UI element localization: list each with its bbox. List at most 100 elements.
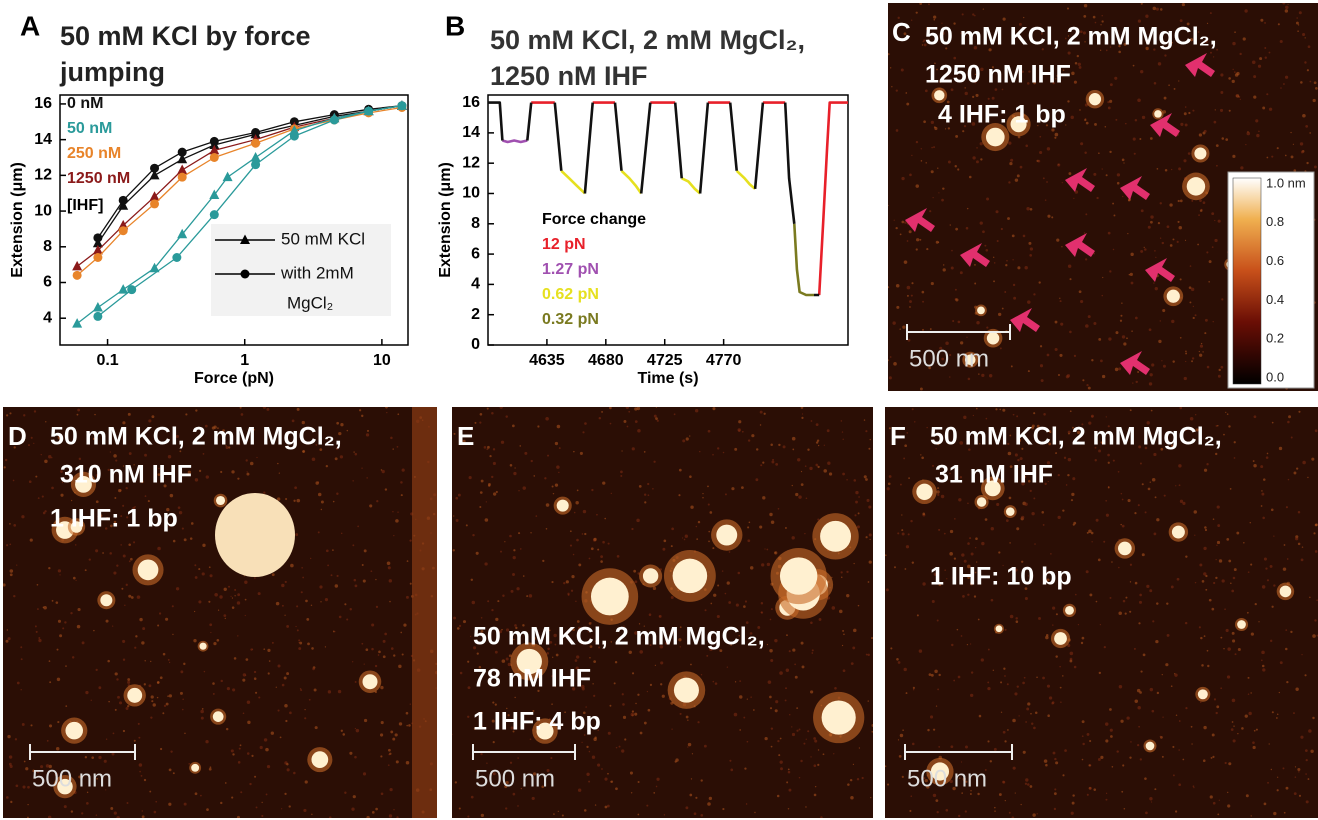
noise-speck [27, 804, 28, 805]
noise-speck [556, 465, 560, 469]
noise-speck [659, 616, 660, 617]
noise-speck [1105, 126, 1106, 127]
noise-speck [1136, 381, 1138, 383]
noise-speck [981, 658, 984, 661]
noise-speck [1294, 792, 1297, 795]
noise-speck [1022, 682, 1025, 685]
y-axis-label: Extension (μm) [9, 162, 26, 278]
noise-speck [240, 407, 242, 409]
noise-speck [406, 596, 409, 599]
noise-speck [129, 560, 131, 562]
noise-speck [1134, 153, 1136, 155]
data-point [119, 196, 128, 205]
noise-speck [978, 373, 979, 374]
noise-speck [593, 695, 595, 697]
noise-speck [551, 703, 553, 705]
noise-speck [312, 668, 315, 671]
noise-speck [868, 448, 870, 450]
noise-speck [344, 603, 346, 605]
noise-speck [22, 723, 25, 726]
noise-speck [1179, 720, 1181, 722]
noise-speck [245, 658, 248, 661]
noise-speck [930, 715, 933, 718]
noise-speck [327, 564, 329, 566]
noise-speck [9, 523, 11, 525]
noise-speck [231, 470, 234, 473]
noise-speck [846, 571, 848, 573]
noise-speck [818, 445, 819, 446]
noise-speck [1232, 69, 1233, 70]
noise-speck [968, 378, 971, 381]
noise-speck [1252, 60, 1256, 64]
noise-speck [1286, 787, 1289, 790]
noise-speck [637, 407, 641, 411]
noise-speck [282, 605, 284, 607]
noise-speck [62, 627, 64, 629]
noise-speck [853, 764, 854, 765]
noise-speck [1142, 116, 1145, 119]
noise-speck [1202, 580, 1205, 583]
panel-letter: E [457, 421, 474, 451]
noise-speck [1056, 239, 1059, 242]
noise-speck [1030, 247, 1033, 250]
noise-speck [221, 680, 223, 682]
noise-speck [144, 779, 146, 781]
noise-speck [113, 454, 117, 458]
data-point [93, 253, 102, 262]
noise-speck [153, 703, 156, 706]
noise-speck [1086, 384, 1088, 386]
noise-speck [619, 746, 621, 748]
noise-speck [1066, 484, 1068, 486]
image-caption: 1 IHF: 1 bp [50, 505, 178, 533]
noise-speck [712, 407, 715, 410]
noise-speck [850, 779, 852, 781]
noise-speck [380, 686, 383, 689]
noise-speck [1180, 278, 1182, 280]
noise-speck [965, 92, 968, 95]
noise-speck [778, 444, 780, 446]
noise-speck [628, 411, 630, 413]
noise-speck [364, 719, 367, 722]
noise-speck [1124, 808, 1126, 810]
noise-speck [480, 413, 483, 416]
noise-speck [1130, 741, 1132, 743]
noise-speck [832, 606, 836, 610]
noise-speck [1054, 792, 1057, 795]
noise-speck [955, 298, 958, 301]
noise-speck [1082, 743, 1084, 745]
noise-speck [1277, 789, 1279, 791]
noise-speck [994, 262, 996, 264]
noise-speck [1194, 535, 1195, 536]
noise-speck [1088, 529, 1092, 533]
noise-speck [872, 724, 875, 727]
noise-speck [209, 768, 212, 771]
noise-speck [524, 452, 527, 455]
noise-speck [1156, 518, 1159, 521]
noise-speck [364, 549, 367, 552]
noise-speck [118, 489, 121, 492]
noise-speck [159, 612, 161, 614]
noise-speck [314, 689, 317, 692]
noise-speck [141, 641, 144, 644]
data-point [251, 139, 260, 148]
noise-speck [936, 490, 939, 493]
y-tick-label: 4 [43, 309, 52, 326]
noise-speck [537, 425, 539, 427]
noise-speck [687, 746, 688, 747]
noise-speck [170, 494, 173, 497]
noise-speck [621, 749, 624, 752]
noise-speck [887, 205, 888, 206]
scale-bar-label: 500 nm [907, 765, 987, 792]
noise-speck [632, 672, 634, 674]
noise-speck [315, 481, 318, 484]
noise-speck [234, 595, 235, 596]
noise-speck [1298, 411, 1300, 413]
noise-speck [457, 627, 460, 630]
noise-speck [232, 753, 234, 755]
noise-speck [284, 793, 286, 795]
noise-speck [1253, 75, 1256, 78]
noise-speck [1311, 458, 1314, 461]
noise-speck [926, 427, 927, 428]
noise-speck [1232, 639, 1235, 642]
noise-speck [616, 747, 618, 749]
